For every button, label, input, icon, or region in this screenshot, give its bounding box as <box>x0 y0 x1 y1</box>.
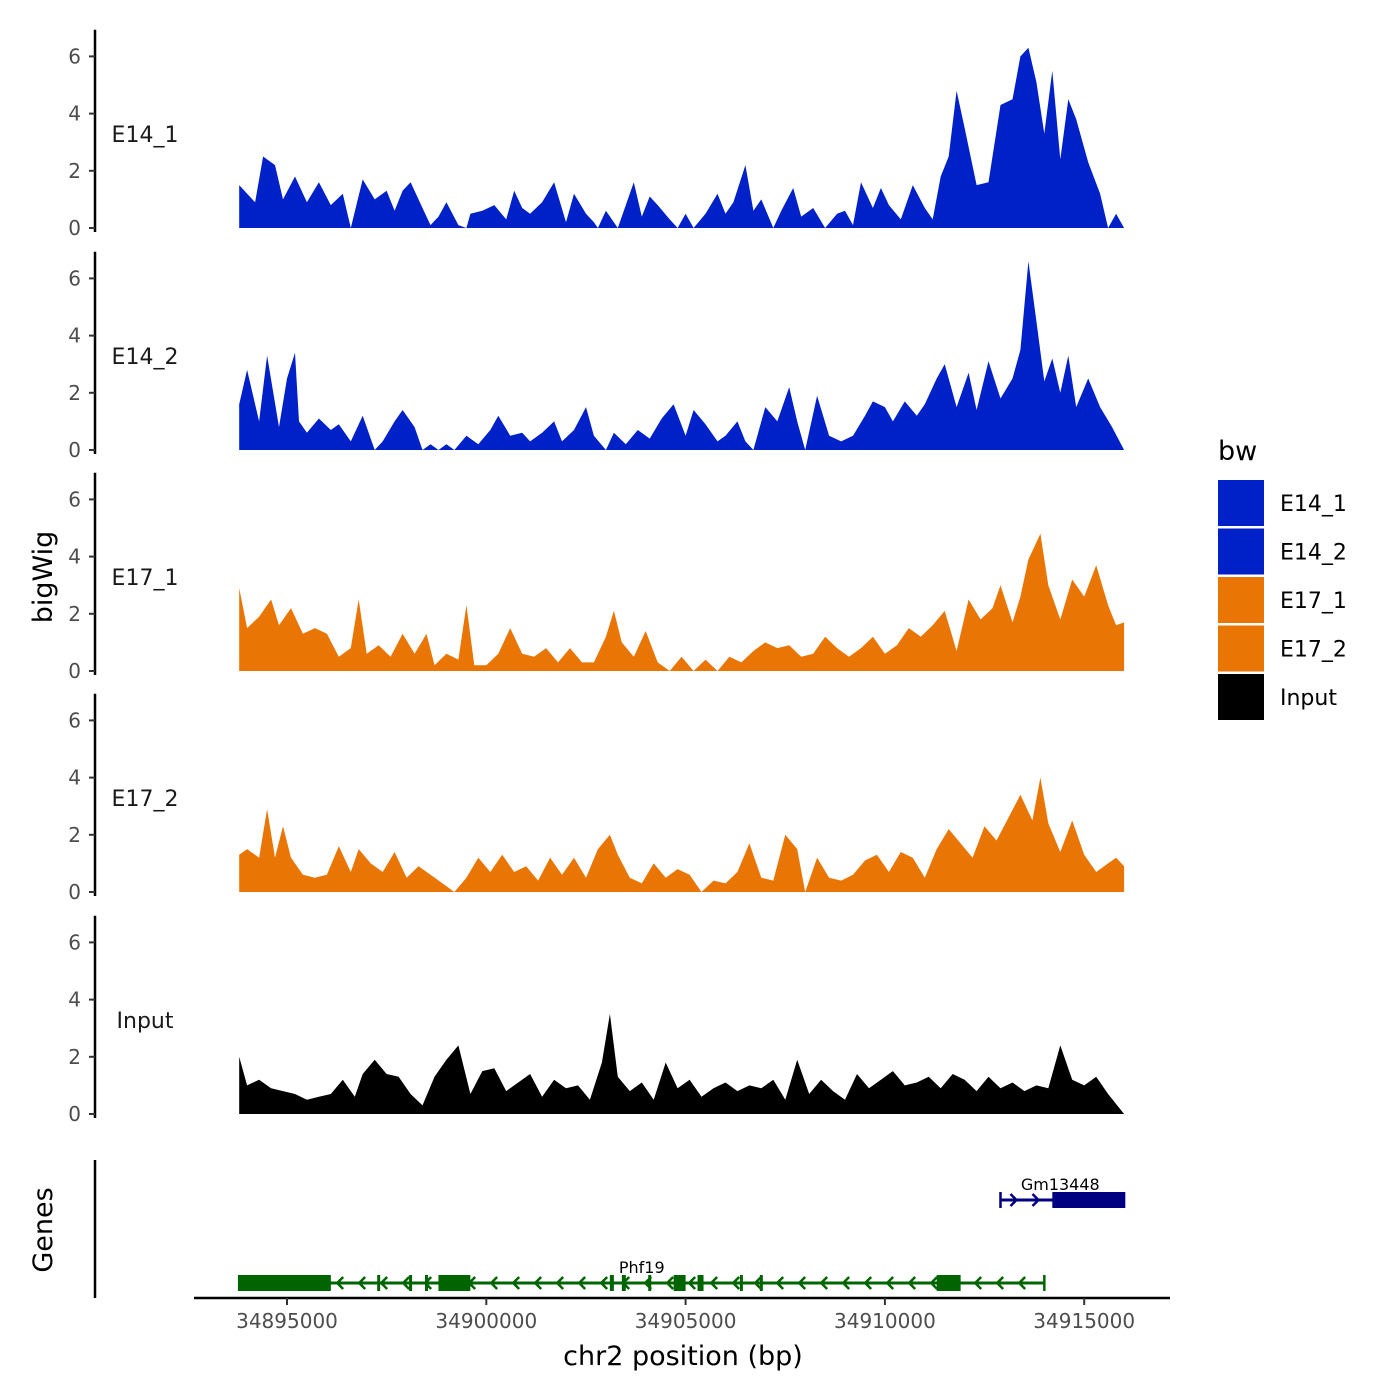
strand-arrow <box>489 1276 499 1290</box>
strand-arrow <box>775 1276 785 1290</box>
x-tick-label: 34910000 <box>834 1309 936 1333</box>
track-label: Input <box>117 1009 174 1034</box>
legend-label: E17_2 <box>1280 638 1347 663</box>
strand-arrow <box>599 1276 609 1290</box>
strand-arrow <box>973 1276 983 1290</box>
exon-block <box>609 1275 614 1291</box>
legend-title: bw <box>1218 436 1257 467</box>
y-tick-label: 6 <box>68 44 81 68</box>
genes-axis-title: Genes <box>28 1187 59 1272</box>
strand-arrow <box>885 1276 895 1290</box>
strand-arrow <box>1031 1193 1041 1207</box>
exon-block <box>239 1275 331 1291</box>
y-tick-label: 2 <box>68 602 81 626</box>
legend-label: E14_2 <box>1280 541 1347 566</box>
track-label: E14_2 <box>112 345 179 370</box>
strand-arrow <box>357 1276 367 1290</box>
legend-swatch <box>1218 480 1264 526</box>
strand-arrow <box>797 1276 807 1290</box>
y-tick-label: 4 <box>68 545 81 569</box>
y-tick-label: 2 <box>68 823 81 847</box>
signal-area-e14_1 <box>239 47 1125 228</box>
strand-arrow <box>863 1276 873 1290</box>
strand-arrow <box>533 1276 543 1290</box>
exon-block <box>1052 1192 1125 1208</box>
track-e17_1: 0 2 4 6 E17_1 <box>68 472 1125 683</box>
x-tick-label: 34905000 <box>635 1309 737 1333</box>
y-tick-label: 0 <box>68 659 81 683</box>
exon-block <box>438 1275 471 1291</box>
signal-area-input <box>239 1013 1125 1114</box>
track-label: E17_1 <box>112 566 179 591</box>
track-e14_1: 0 2 4 6 E14_1 <box>68 29 1125 240</box>
strand-arrow <box>665 1276 675 1290</box>
strand-arrow <box>907 1276 917 1290</box>
x-tick-label: 34915000 <box>1033 1309 1135 1333</box>
gene-phf19: Phf19 <box>237 1258 1046 1291</box>
y-tick-label: 0 <box>68 438 81 462</box>
strand-arrow <box>753 1276 763 1290</box>
legend-swatch <box>1218 577 1264 623</box>
x-tick-label: 34895000 <box>236 1309 338 1333</box>
legend-swatch <box>1218 674 1264 720</box>
gene-label: Gm13448 <box>1021 1175 1100 1194</box>
strand-arrow <box>555 1276 565 1290</box>
strand-arrow <box>379 1276 389 1290</box>
strand-arrow <box>819 1276 829 1290</box>
y-tick-label: 6 <box>68 487 81 511</box>
legend: bw E14_1 E14_2 E17_1 E17_2 Input <box>1218 436 1347 720</box>
strand-arrow <box>511 1276 521 1290</box>
track-label: E14_1 <box>112 123 179 148</box>
y-tick-label: 0 <box>68 216 81 240</box>
x-tick-label: 34900000 <box>435 1309 537 1333</box>
track-input: 0 2 4 6 Input <box>68 915 1125 1126</box>
track-e17_2: 0 2 4 6 E17_2 <box>68 693 1125 904</box>
signal-tracks: 0 2 4 6 E14_1 0 2 4 6 E14_2 0 2 4 6 E17_1 0 2 4 6 E17_2 0 2 4 6… <box>68 29 1125 1126</box>
y-tick-label: 2 <box>68 159 81 183</box>
strand-arrow <box>929 1276 939 1290</box>
y-tick-label: 0 <box>68 1102 81 1126</box>
exon-block <box>621 1275 626 1291</box>
track-e14_2: 0 2 4 6 E14_2 <box>68 251 1125 462</box>
y-axis-title: bigWig <box>28 531 59 624</box>
y-tick-label: 4 <box>68 324 81 348</box>
signal-area-e17_1 <box>239 533 1125 671</box>
strand-arrow <box>577 1276 587 1290</box>
gene-track: Phf19 Gm13448 <box>93 1160 1126 1298</box>
legend-label: Input <box>1280 686 1337 711</box>
exon-block <box>673 1275 686 1291</box>
exon-block <box>936 1275 961 1291</box>
legend-swatch <box>1218 625 1264 672</box>
strand-arrow <box>731 1276 741 1290</box>
y-tick-label: 2 <box>68 381 81 405</box>
x-axis-title: chr2 position (bp) <box>563 1341 803 1372</box>
legend-swatch <box>1218 528 1264 575</box>
y-tick-label: 6 <box>68 266 81 290</box>
strand-arrow <box>709 1276 719 1290</box>
legend-label: E17_1 <box>1280 589 1347 614</box>
strand-arrow <box>1017 1276 1027 1290</box>
y-tick-label: 4 <box>68 766 81 790</box>
strand-arrow <box>995 1276 1005 1290</box>
gene-label: Phf19 <box>619 1258 665 1277</box>
strand-arrow <box>687 1276 697 1290</box>
y-tick-label: 6 <box>68 930 81 954</box>
x-axis: 34895000 34900000 34905000 34910000 34915000 <box>194 1296 1170 1333</box>
strand-arrow <box>841 1276 851 1290</box>
gene-gm13448: Gm13448 <box>999 1175 1126 1208</box>
strand-arrow <box>335 1276 345 1290</box>
signal-area-e14_2 <box>239 261 1125 450</box>
signal-area-e17_2 <box>239 777 1125 892</box>
exon-block <box>697 1275 704 1291</box>
strand-arrow <box>1009 1193 1019 1207</box>
y-tick-label: 2 <box>68 1045 81 1069</box>
y-tick-label: 6 <box>68 708 81 732</box>
y-tick-label: 4 <box>68 988 81 1012</box>
strand-arrow <box>401 1276 411 1290</box>
legend-label: E14_1 <box>1280 492 1347 517</box>
y-tick-label: 0 <box>68 880 81 904</box>
track-label: E17_2 <box>112 787 179 812</box>
y-tick-label: 4 <box>68 102 81 126</box>
